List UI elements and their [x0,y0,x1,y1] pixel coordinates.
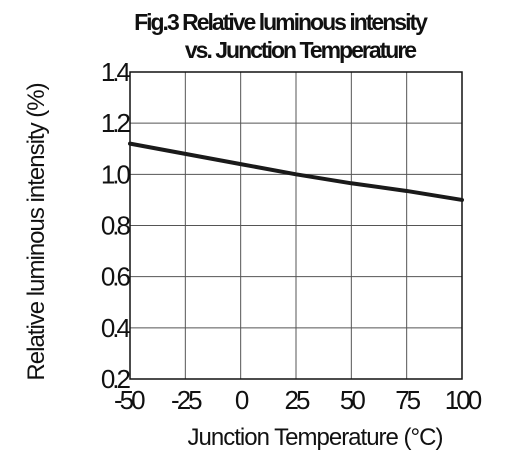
y-tick-label: 1.2 [101,108,131,138]
series-layer [128,141,464,202]
plot-frame [129,71,463,380]
y-tick-label: 0.8 [101,211,131,241]
grid [129,71,463,380]
x-tick-label: 100 [445,385,482,415]
x-tick-label: 75 [395,385,420,415]
x-axis-label: Junction Temperature (°C) [188,424,443,450]
x-tick-labels: -50 -25 0 25 50 75 100 [114,385,485,415]
y-tick-label: 1.4 [101,57,131,87]
x-tick-label: -50 [114,385,145,415]
x-tick-label: 0 [235,385,249,415]
chart-subtitle: vs. Junction Temperature [185,37,416,63]
y-tick-label: 0.4 [101,313,131,343]
y-tick-labels: 0.20.40.60.81.01.21.4 [101,57,134,394]
y-tick-label: 0.6 [101,262,131,292]
series-line [128,141,464,202]
chart-title: Fig.3 Relative luminous intensity [134,9,428,35]
y-axis-label: Relative luminous intensity (%) [23,83,50,380]
x-tick-label: -25 [171,385,202,415]
x-tick-label: 25 [285,385,310,415]
y-tick-label: 1.0 [101,159,131,189]
x-tick-label: 50 [340,385,365,415]
